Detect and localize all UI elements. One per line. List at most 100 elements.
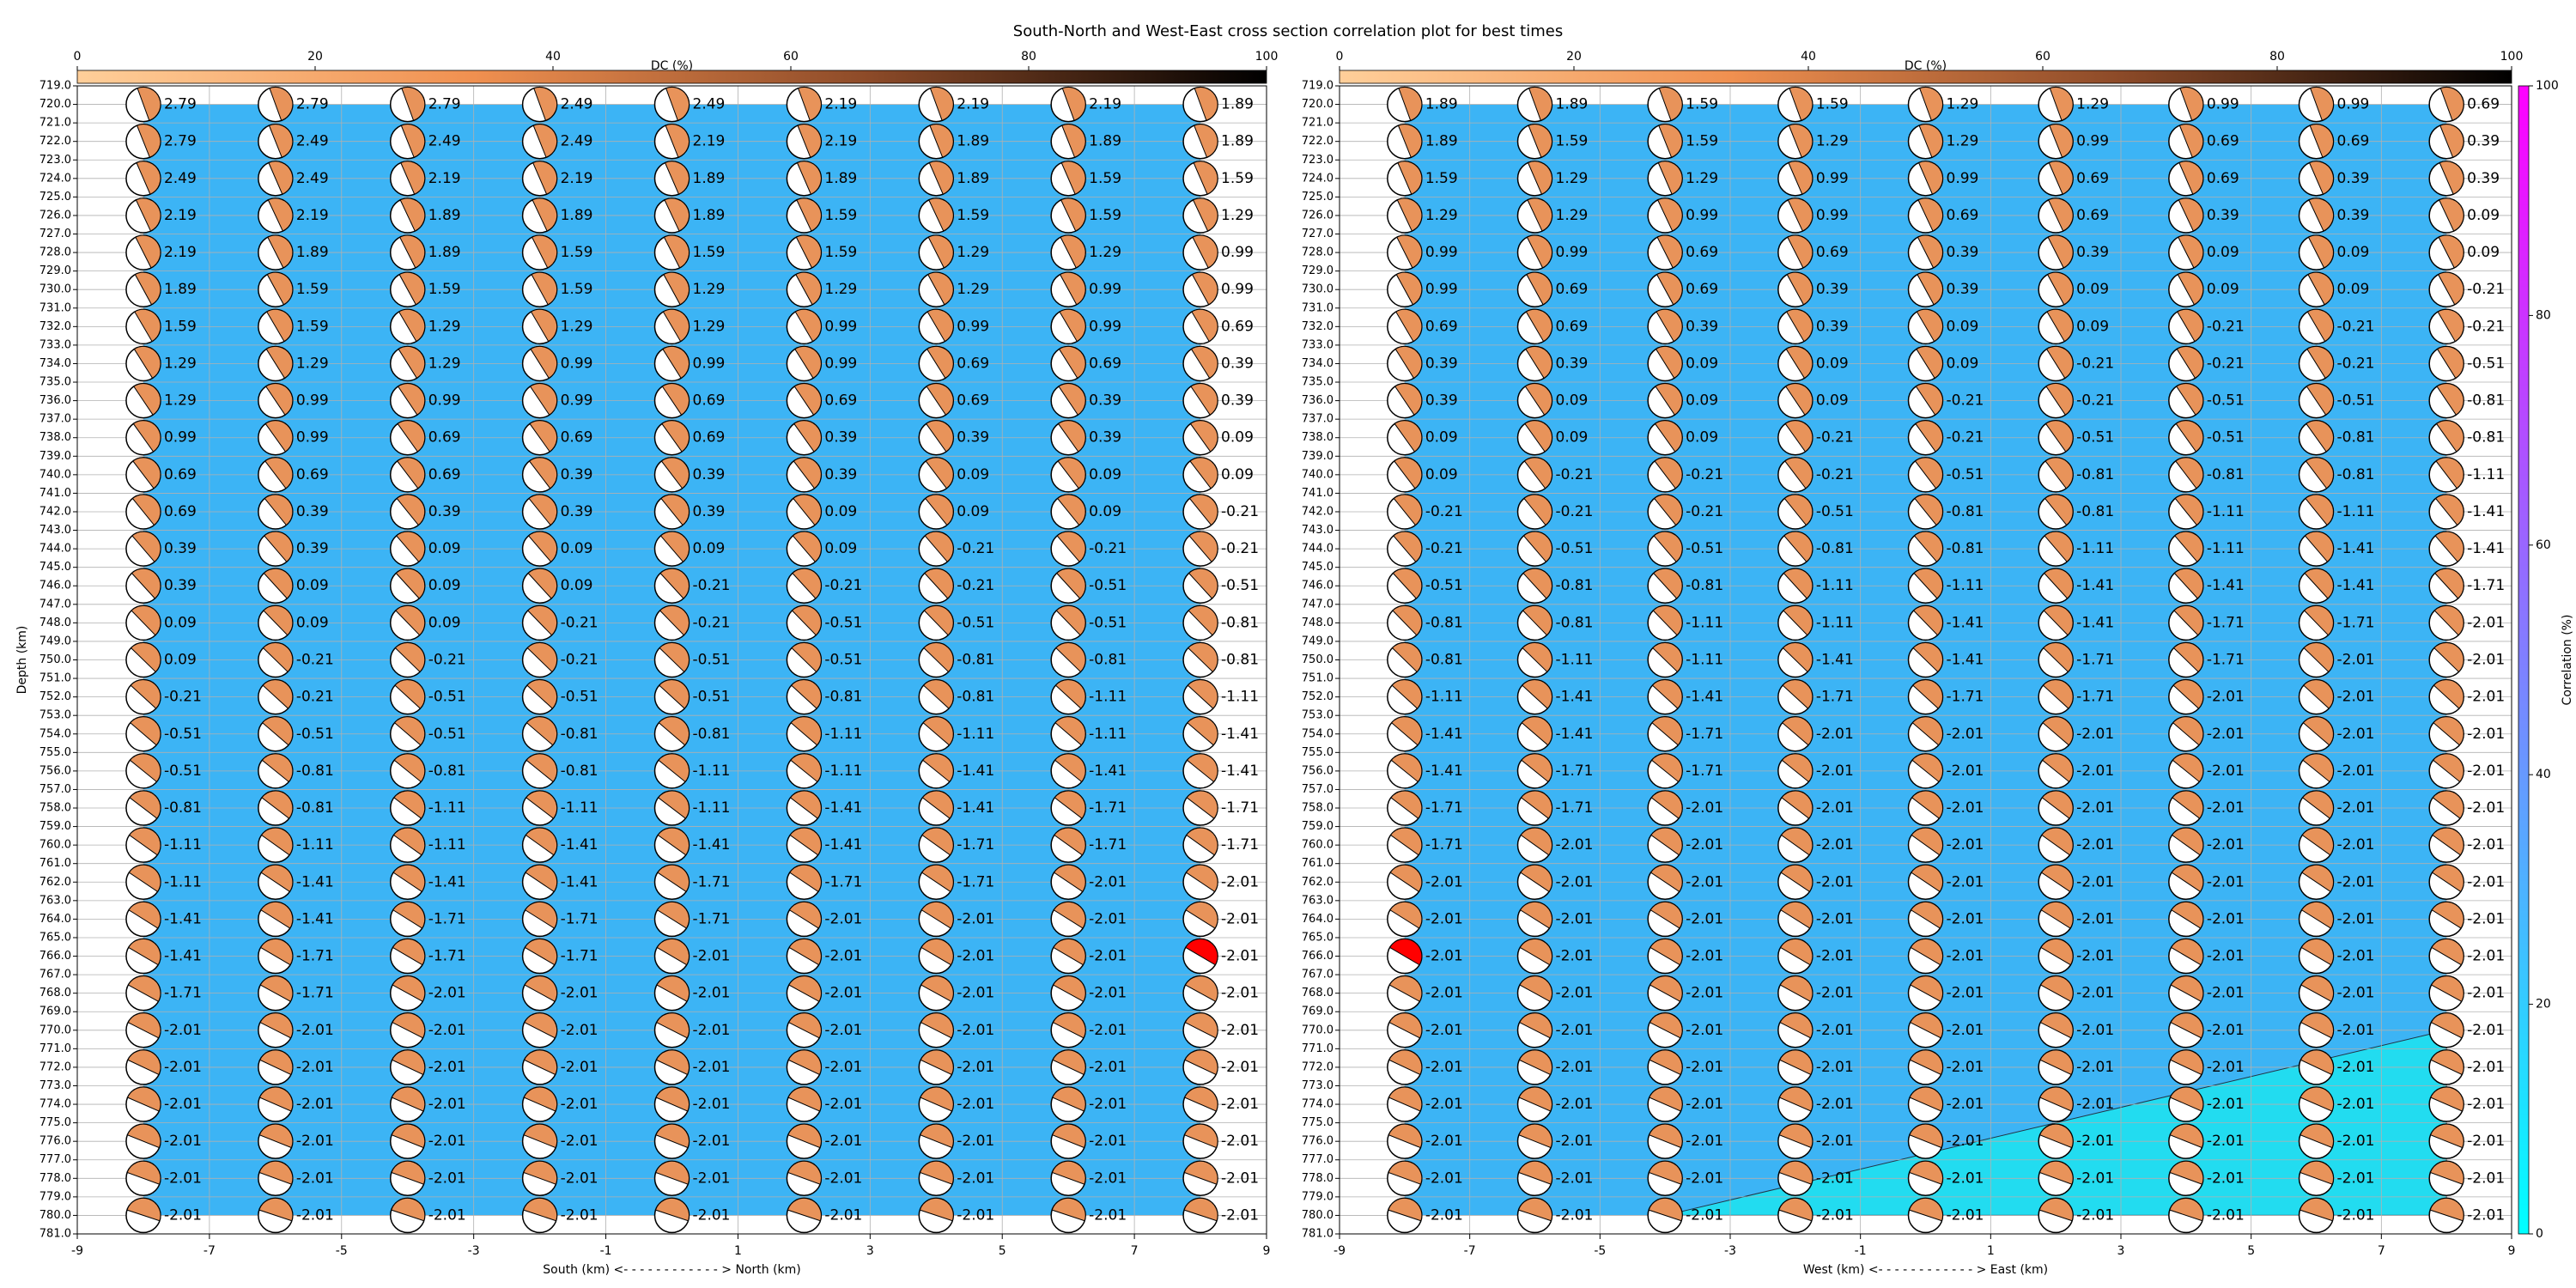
beachball-quadrant [1654,420,1683,453]
beachball-quadrant [265,346,294,380]
beachball [2168,345,2204,382]
beachball-quadrant [2439,87,2464,121]
beachball [1387,568,1423,604]
beachball [1182,123,1218,160]
beachball-quadrant [789,827,822,856]
beachball [2168,901,2204,938]
beachball [1182,901,1218,938]
beachball [258,1086,294,1122]
beachball [786,234,823,270]
beachball-quadrant [2041,827,2074,856]
beachball-quadrant [2043,642,2074,673]
beachball [2428,641,2464,678]
beachball [258,1197,294,1234]
beachball-quadrant [2302,753,2334,783]
beachball-quadrant [1059,271,1086,306]
beachball [2038,938,2074,975]
y-tick-label: 769.0 [1302,1005,1334,1018]
beachball-quadrant [1193,161,1218,195]
beachball [2038,568,2074,604]
value-label: 0.39 [1221,392,1254,410]
beachball [2038,308,2074,345]
beachball [2168,1197,2204,1234]
beachball-quadrant [2437,308,2464,343]
beachball [2168,568,2204,604]
value-label: 1.59 [1816,96,1849,113]
value-label: 1.89 [1221,133,1254,150]
y-tick-label: 727.0 [1302,228,1334,240]
value-label: -1.41 [957,762,994,780]
beachball [918,457,955,493]
beachball-quadrant [655,1012,690,1039]
beachball [389,975,426,1012]
y-tick-label: 777.0 [1302,1153,1334,1166]
beachball-quadrant [929,87,954,121]
value-label: 0.69 [693,429,726,447]
value-label: 2.19 [824,96,857,113]
beachball [2298,1197,2335,1234]
beachball-quadrant [926,383,954,416]
beachball-quadrant [128,827,161,856]
beachball-quadrant [2435,457,2464,489]
value-label: -0.51 [693,689,731,706]
beachball-quadrant [1655,383,1683,416]
beachball [653,382,690,419]
value-label: -1.41 [2207,577,2245,594]
beachball-quadrant [658,716,690,746]
y-tick-label: 771.0 [1302,1042,1334,1055]
beachball-quadrant [796,161,822,195]
value-label: -2.01 [1947,799,1984,817]
value-label: -1.71 [957,873,994,890]
value-label: 0.99 [1686,207,1718,224]
beachball [1907,641,1944,678]
beachball [125,1086,161,1122]
correlation-colorbar-tick-label: 80 [2536,308,2551,322]
beachball-quadrant [1787,197,1814,232]
dc-colorbar-tick-label: 60 [783,50,799,64]
value-label: -2.01 [1947,1022,1984,1039]
y-tick-label: 749.0 [1302,635,1334,647]
beachball-quadrant [656,939,690,966]
value-label: -1.41 [1686,689,1723,706]
value-label: -2.01 [824,1022,862,1039]
beachball-quadrant [788,939,822,966]
beachball-quadrant [1650,790,1683,819]
y-tick-label: 723.0 [1302,154,1334,167]
beachball-quadrant [1053,902,1086,929]
dc-colorbar-tick-label: 100 [2500,50,2524,64]
beachball [1647,901,1683,938]
y-tick-label: 777.0 [39,1153,71,1166]
beachball [1050,86,1086,123]
value-label: 2.49 [693,96,726,113]
beachball-quadrant [660,494,690,526]
value-label: -2.01 [2467,726,2505,743]
value-label: -1.41 [693,836,731,854]
beachball [2298,716,2335,752]
y-tick-label: 759.0 [39,820,71,833]
value-label: 1.29 [1816,133,1849,150]
beachball-quadrant [1389,902,1423,929]
y-tick-label: 752.0 [39,690,71,703]
y-tick-label: 720.0 [39,98,71,111]
value-label: -2.01 [2337,799,2375,817]
value-label: -2.01 [824,948,862,965]
value-label: -0.51 [164,726,202,743]
beachball [125,901,161,938]
beachball-quadrant [1780,902,1814,929]
beachball-quadrant [2169,1198,2204,1222]
beachball-quadrant [2437,271,2464,306]
value-label: -2.01 [957,1133,994,1150]
y-tick-label: 774.0 [39,1098,71,1111]
beachball [521,901,558,938]
value-label: -2.01 [1686,1133,1723,1150]
value-label: 1.59 [1089,207,1121,224]
beachball-quadrant [2300,1086,2334,1112]
beachball-quadrant [1521,716,1552,746]
value-label: 0.09 [2207,244,2239,261]
beachball-quadrant [2301,790,2334,819]
figure-title: South-North and West-East cross section … [1013,22,1563,40]
beachball-quadrant [656,902,690,929]
beachball [1050,605,1086,641]
beachball [2038,234,2074,270]
beachball [2168,790,2204,826]
